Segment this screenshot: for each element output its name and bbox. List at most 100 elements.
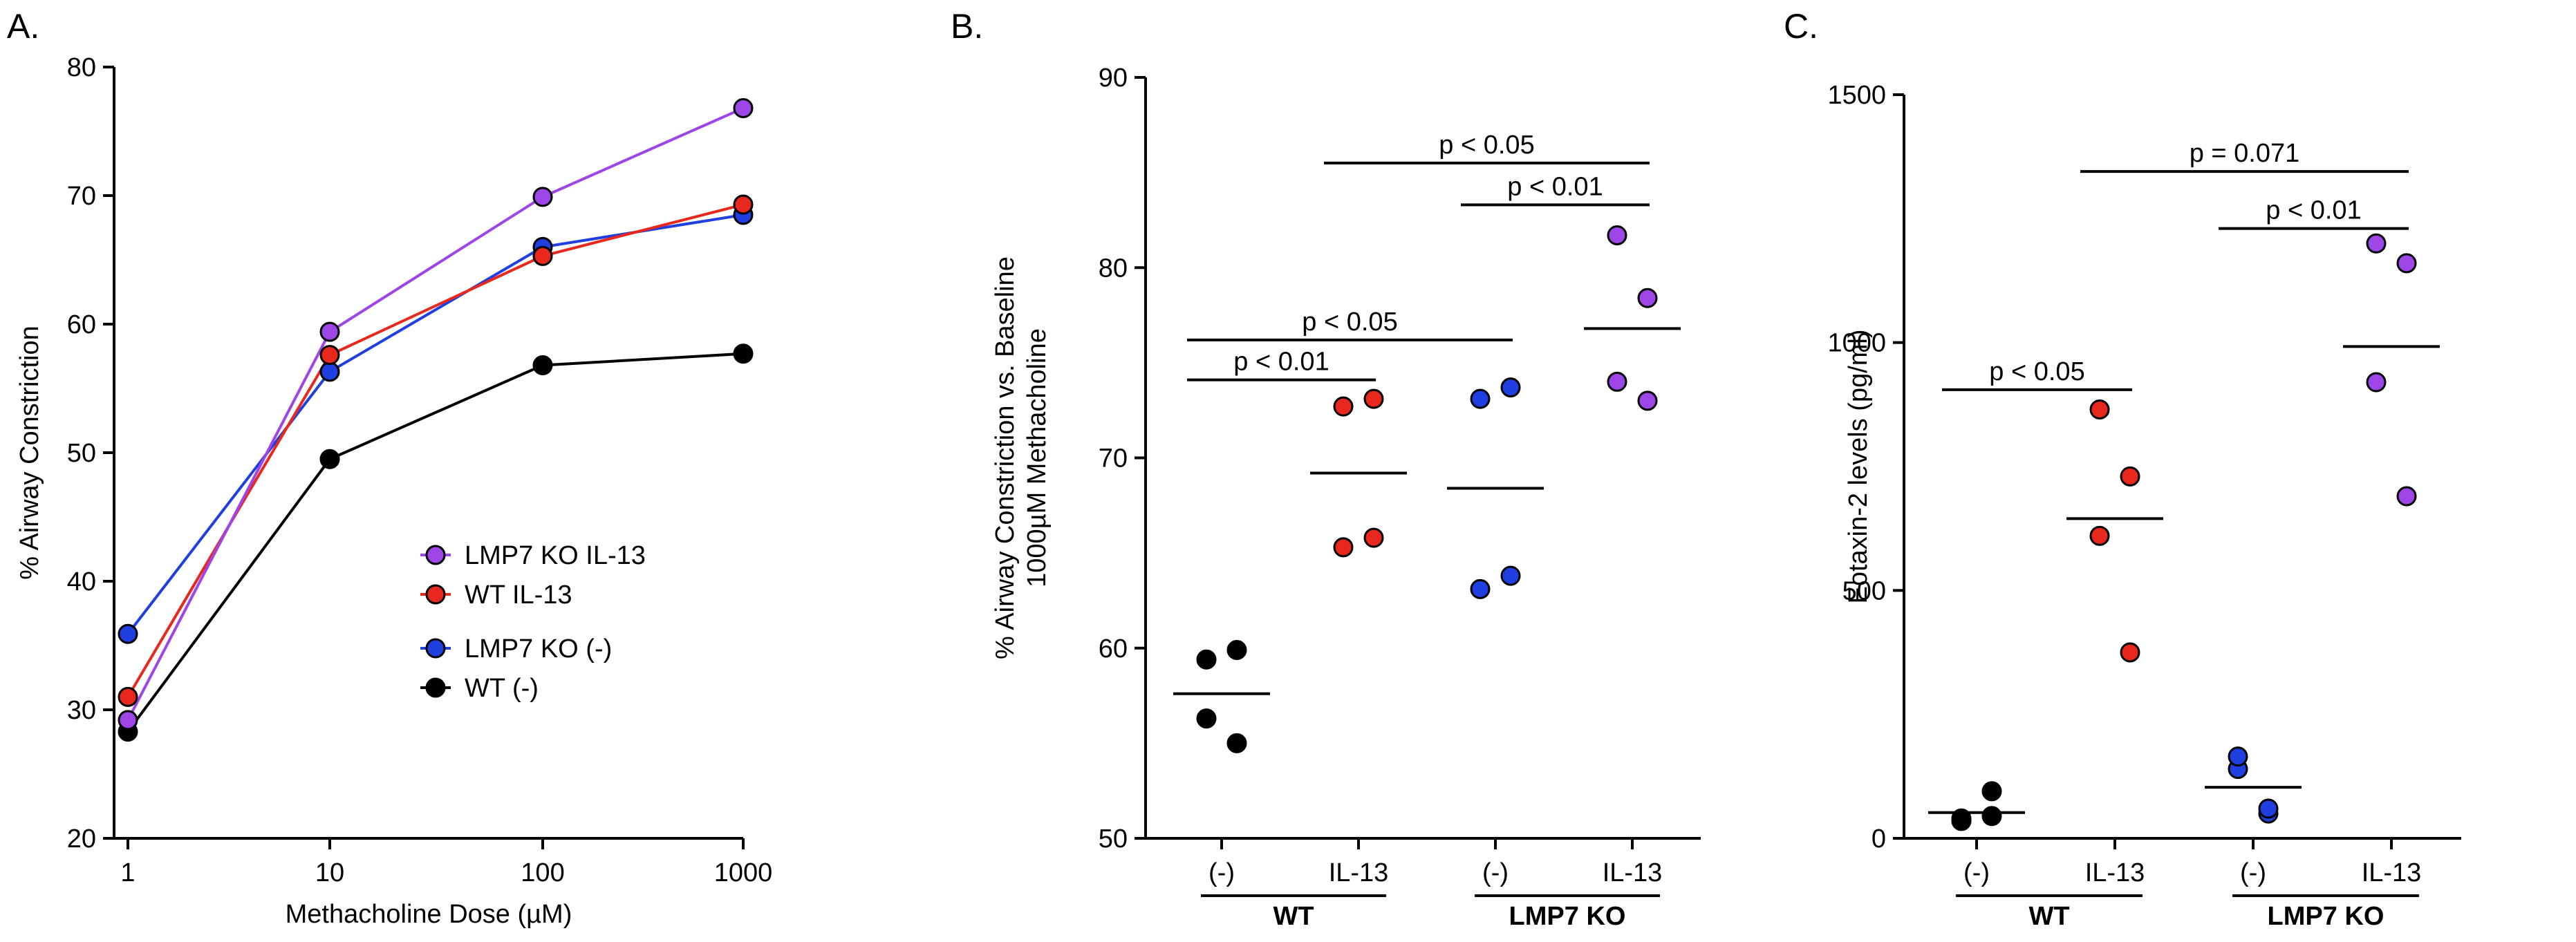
panel-b-y-tick-label: 50 — [1099, 825, 1128, 854]
panel-a-y-axis-label: % Airway Constriction — [15, 326, 44, 579]
panel-c-data-point — [1981, 781, 2002, 802]
panel-c-category-label: (-) — [1963, 858, 1990, 887]
panel-c-y-tick-label: 1500 — [1827, 81, 1886, 110]
panel-a-data-point — [733, 343, 754, 364]
panel-b-data-point — [1226, 640, 1247, 661]
panel-b-category-label: (-) — [1208, 858, 1235, 887]
panel-a-data-point — [319, 345, 340, 366]
legend-marker — [425, 677, 446, 698]
panel-a-series-line — [127, 352, 744, 733]
panel-a-data-point — [532, 245, 553, 266]
panel-b-y-tick-label: 90 — [1099, 64, 1128, 93]
panel-a-y-tick-label: 80 — [67, 53, 96, 82]
panel-b-data-point — [1333, 396, 1354, 417]
panel-b-letter: B. — [951, 7, 983, 46]
panel-a-series-line — [127, 213, 744, 635]
panel-b-group-label: WT — [1273, 902, 1314, 931]
panel-a-y-tick-label: 60 — [67, 310, 96, 339]
panel-c-data-point — [2120, 466, 2140, 487]
panel-b-sig-label: p < 0.05 — [1439, 131, 1534, 160]
panel-c-sig-label: p < 0.05 — [1989, 357, 2084, 386]
panel-a-y-tick-label: 20 — [67, 825, 96, 854]
panel-c-category-label: IL-13 — [2085, 858, 2145, 887]
panel-c-data-point — [2089, 399, 2110, 420]
panel-b-y-axis-label: 1000µM Methacholine — [1023, 328, 1052, 587]
panel-a-series-line — [127, 106, 744, 721]
panel-a-y-tick-label: 30 — [67, 696, 96, 725]
panel-a-data-point — [118, 710, 138, 731]
panel-b-data-point — [1607, 371, 1627, 392]
panel-b-data-point — [1500, 377, 1521, 398]
panel-a-data-point — [532, 355, 553, 376]
panel-a-x-tick-label: 1 — [120, 858, 135, 887]
panel-b-category-label: (-) — [1482, 858, 1509, 887]
panel-b-data-point — [1470, 578, 1491, 599]
panel-b-sig-label: p < 0.01 — [1233, 348, 1329, 377]
panel-b-y-axis-label: % Airway Constriction vs. Baseline — [991, 256, 1020, 659]
panel-b-data-point — [1607, 225, 1627, 245]
panel-b-sig-label: p < 0.05 — [1302, 308, 1397, 337]
panel-c-data-point — [2396, 253, 2417, 274]
panel-a-y-tick-label: 70 — [67, 182, 96, 211]
panel-c-data-point — [2089, 525, 2110, 546]
panel-c-y-tick-label: 0 — [1872, 825, 1886, 854]
panel-a-x-axis-label: Methacholine Dose (µM) — [286, 900, 572, 929]
legend-marker — [425, 584, 446, 605]
panel-c-data-point — [1951, 808, 1972, 829]
panel-b-data-point — [1196, 708, 1217, 729]
panel-c-group-label: LMP7 KO — [2268, 902, 2384, 931]
panel-c-sig-label: p < 0.01 — [2266, 196, 2361, 225]
panel-b-data-point — [1637, 288, 1658, 308]
panel-c-y-tick-label: 1000 — [1827, 329, 1886, 358]
panel-c-data-point — [2366, 233, 2387, 254]
panel-a-data-point — [532, 187, 553, 207]
legend-marker — [425, 638, 446, 659]
panel-b-data-point — [1226, 733, 1247, 753]
panel-a-data-point — [733, 194, 754, 215]
panel-c-y-axis-label: Eotaxin-2 levels (pg/ml) — [1844, 329, 1873, 603]
panel-b-y-tick-label: 80 — [1099, 254, 1128, 283]
panel-b-data-point — [1363, 527, 1384, 548]
panel-b-data-point — [1470, 388, 1491, 409]
panel-c-data-point — [2228, 746, 2248, 767]
panel-b-group-label: LMP7 KO — [1509, 902, 1626, 931]
panel-c-y-tick-label: 500 — [1842, 576, 1886, 605]
panel-b-sig-label: p < 0.01 — [1507, 172, 1603, 201]
panel-a-series-line — [127, 203, 744, 698]
panel-a-x-tick-label: 100 — [521, 858, 564, 887]
panel-a-data-point — [319, 361, 340, 382]
panel-a-data-point — [319, 321, 340, 342]
panel-a-data-point — [118, 686, 138, 707]
panel-a-y-tick-label: 40 — [67, 567, 96, 596]
panel-c-data-point — [1981, 806, 2002, 827]
panel-a-letter: A. — [7, 7, 39, 46]
panel-b-data-point — [1500, 565, 1521, 586]
panel-c-data-point — [2258, 798, 2279, 819]
panel-c-group-label: WT — [2028, 902, 2069, 931]
panel-c-data-point — [2366, 372, 2387, 393]
legend-entry: WT IL-13 — [465, 581, 572, 610]
panel-a-data-point — [118, 623, 138, 644]
panel-b-y-tick-label: 70 — [1099, 444, 1128, 473]
legend-entry: LMP7 KO IL-13 — [465, 541, 646, 570]
legend-entry: WT (-) — [465, 674, 539, 703]
panel-b-data-point — [1363, 388, 1384, 409]
legend-marker — [425, 545, 446, 565]
panel-c-category-label: (-) — [2240, 858, 2266, 887]
panel-c-category-label: IL-13 — [2362, 858, 2422, 887]
panel-a-x-tick-label: 1000 — [714, 858, 773, 887]
panel-b-data-point — [1196, 649, 1217, 670]
panel-c-data-point — [2120, 642, 2140, 663]
panel-b-data-point — [1333, 537, 1354, 558]
legend-entry: LMP7 KO (-) — [465, 634, 612, 663]
panel-a-x-tick-label: 10 — [315, 858, 344, 887]
panel-b-category-label: IL-13 — [1329, 858, 1389, 887]
panel-a-data-point — [319, 449, 340, 469]
panel-a-data-point — [733, 98, 754, 119]
panel-a-y-tick-label: 50 — [67, 439, 96, 468]
panel-c-letter: C. — [1784, 7, 1818, 46]
panel-b-y-tick-label: 60 — [1099, 634, 1128, 663]
panel-c-sig-label: p = 0.071 — [2190, 139, 2300, 168]
